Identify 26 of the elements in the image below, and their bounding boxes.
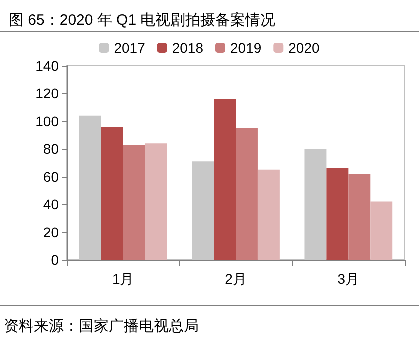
bar	[214, 99, 236, 260]
bar	[123, 144, 146, 260]
legend-label: 2020	[288, 40, 320, 56]
bar	[326, 168, 349, 260]
y-tick-label: 0	[51, 252, 60, 268]
y-tick-label: 40	[43, 196, 60, 213]
bar	[101, 126, 124, 260]
chart-title: 图 65：2020 年 Q1 电视剧拍摄备案情况	[9, 12, 276, 29]
y-tick-label: 140	[36, 58, 60, 74]
bar	[370, 202, 393, 260]
y-tick-label: 60	[43, 168, 60, 185]
x-tick-label: 1月	[112, 271, 134, 287]
y-tick-label: 120	[36, 86, 60, 102]
bar	[145, 144, 168, 260]
y-tick-label: 20	[43, 224, 60, 240]
bar	[236, 128, 258, 260]
y-tick-label: 100	[36, 113, 60, 130]
legend-label: 2017	[114, 40, 146, 56]
legend-label: 2018	[172, 40, 204, 56]
x-tick-label: 3月	[338, 271, 360, 287]
legend-label: 2019	[230, 40, 262, 56]
text: 资料来源：国家广播电视总局	[4, 318, 199, 335]
x-tick-label: 2月	[225, 271, 247, 287]
bar	[348, 174, 371, 260]
bar	[258, 170, 280, 260]
y-tick-label: 80	[43, 141, 60, 158]
